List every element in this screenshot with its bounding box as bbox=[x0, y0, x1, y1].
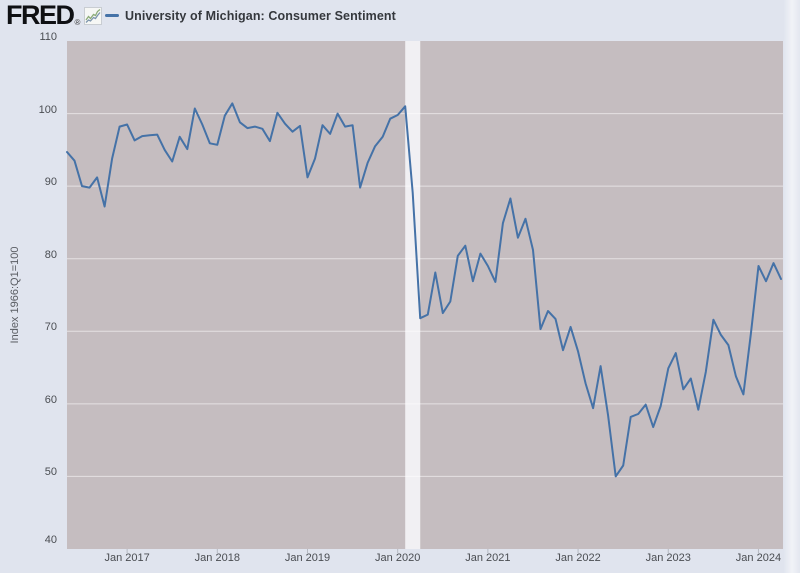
x-axis-tick-label: Jan 2023 bbox=[645, 552, 691, 564]
plot-background bbox=[67, 41, 783, 549]
sentiment-series-line[interactable] bbox=[66, 102, 782, 478]
y-axis-tick-label: 80 bbox=[44, 248, 57, 261]
y-axis-tick-label: 90 bbox=[44, 176, 57, 189]
y-axis-tick-label: 110 bbox=[39, 31, 57, 43]
x-axis-tick-label: Jan 2018 bbox=[194, 552, 240, 564]
x-axis-tick-label: Jan 2020 bbox=[375, 552, 421, 564]
registered-trademark: ® bbox=[74, 18, 81, 27]
recession-band bbox=[405, 41, 421, 549]
fred-sparkline-icon bbox=[84, 7, 103, 25]
y-axis-tick-label: 70 bbox=[44, 321, 57, 334]
legend: University of Michigan: Consumer Sentime… bbox=[105, 0, 396, 31]
x-axis-tick-label: Jan 2019 bbox=[284, 552, 331, 564]
x-axis-tick-label: Jan 2017 bbox=[104, 552, 150, 564]
chart-header: FRED ® University of Michigan: Consumer … bbox=[0, 0, 800, 32]
x-axis-tick-label: Jan 2024 bbox=[735, 552, 782, 564]
x-axis-tick-label: Jan 2022 bbox=[555, 552, 601, 564]
y-axis-tick-label: 40 bbox=[44, 534, 57, 546]
fred-logo-text: FRED bbox=[6, 0, 75, 30]
y-axis-tick-label: 100 bbox=[38, 103, 57, 116]
fred-logo[interactable]: FRED ® bbox=[6, 0, 103, 30]
y-axis-tick-label: 50 bbox=[44, 466, 57, 479]
y-axis-tick-label: 60 bbox=[44, 393, 57, 406]
x-axis-tick-label: Jan 2021 bbox=[465, 552, 511, 564]
legend-series-label: University of Michigan: Consumer Sentime… bbox=[125, 8, 396, 23]
legend-line-swatch bbox=[105, 14, 119, 17]
